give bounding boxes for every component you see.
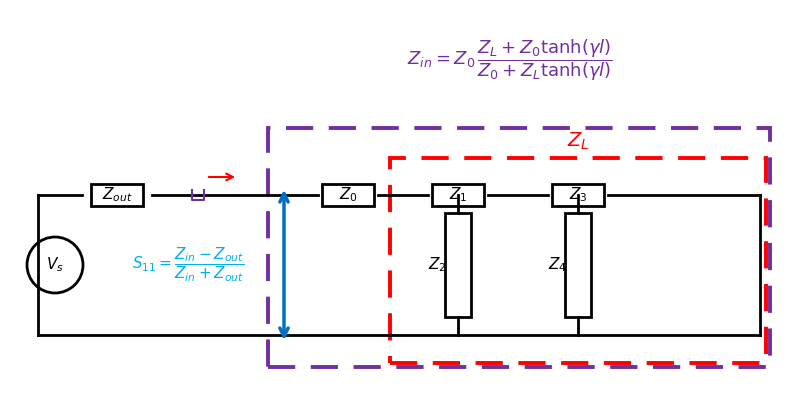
Bar bbox=[390, 158, 766, 363]
Text: $Z_3$: $Z_3$ bbox=[569, 186, 588, 204]
Bar bbox=[432, 184, 484, 206]
Bar bbox=[565, 213, 591, 317]
Text: $Z_4$: $Z_4$ bbox=[547, 256, 566, 274]
Text: $V_s$: $V_s$ bbox=[46, 256, 64, 274]
Text: $Z_2$: $Z_2$ bbox=[428, 256, 446, 274]
Text: $Z_{in} = Z_0\,\dfrac{Z_L + Z_0\tanh(\gamma l)}{Z_0 + Z_L\tanh(\gamma l)}$: $Z_{in} = Z_0\,\dfrac{Z_L + Z_0\tanh(\ga… bbox=[407, 37, 613, 83]
Text: $Z_L$: $Z_L$ bbox=[566, 131, 589, 152]
Bar bbox=[445, 213, 471, 317]
Bar bbox=[322, 184, 374, 206]
Text: $Z_1$: $Z_1$ bbox=[448, 186, 467, 204]
Bar bbox=[268, 128, 770, 367]
Text: $Z_0$: $Z_0$ bbox=[339, 186, 358, 204]
Bar bbox=[552, 184, 604, 206]
Text: $S_{11} = \dfrac{Z_{in} - Z_{out}}{Z_{in} + Z_{out}}$: $S_{11} = \dfrac{Z_{in} - Z_{out}}{Z_{in… bbox=[132, 246, 244, 284]
Text: $Z_{out}$: $Z_{out}$ bbox=[102, 186, 132, 204]
Bar bbox=[91, 184, 143, 206]
